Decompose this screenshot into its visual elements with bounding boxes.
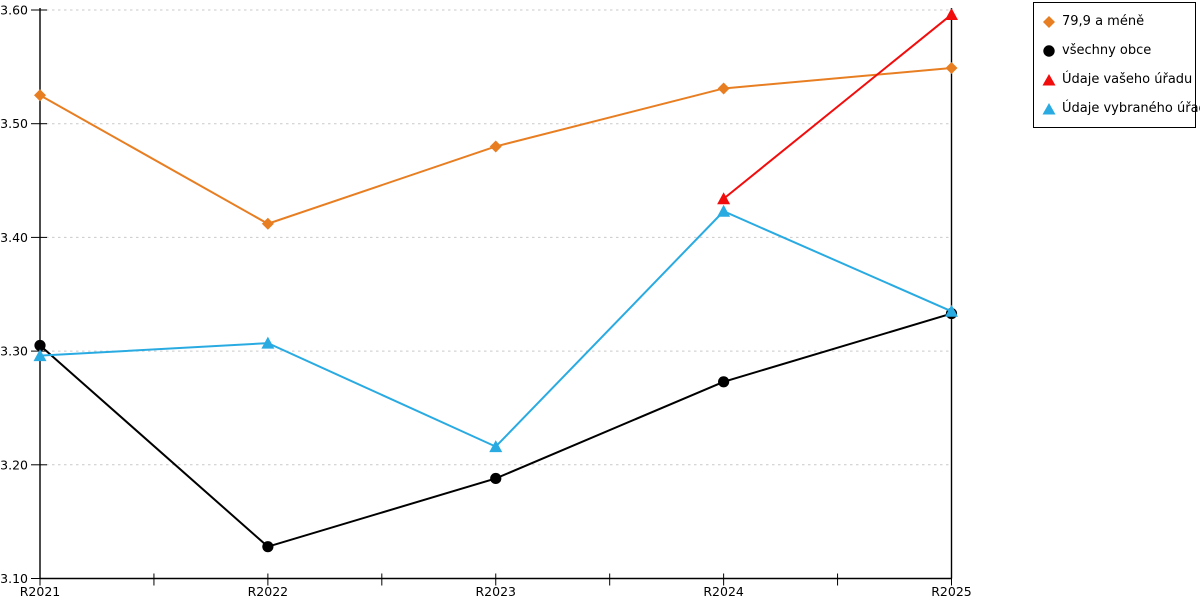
x-tick-label: R2024 <box>703 584 744 599</box>
legend: 79,9 a méně všechny obce Údaje vašeho úř… <box>1033 2 1200 128</box>
series-2 <box>717 8 958 205</box>
data-point-triangle <box>717 192 731 205</box>
x-tick-label: R2025 <box>931 584 972 599</box>
y-tick-label: 3.10 <box>0 571 28 586</box>
data-point-circle <box>490 472 502 485</box>
legend-item-79-9-a-mene: 79,9 a méně <box>1042 7 1191 36</box>
series-1 <box>34 307 958 553</box>
data-point-diamond <box>261 217 274 230</box>
x-tick-label: R2022 <box>248 584 289 599</box>
data-point-triangle <box>945 8 958 21</box>
triangle-icon <box>1042 73 1056 85</box>
legend-label: Údaje vybraného úřadu <box>1062 101 1200 116</box>
legend-label: Údaje vašeho úřadu <box>1062 72 1193 87</box>
data-point-diamond <box>34 89 46 102</box>
series-3 <box>33 204 958 453</box>
triangle-icon <box>1042 102 1056 114</box>
data-point-diamond <box>489 140 502 153</box>
y-tick-label: 3.50 <box>0 116 28 131</box>
series-line <box>39 210 952 448</box>
data-point-diamond <box>945 61 958 74</box>
gridlines <box>40 9 952 466</box>
x-tick-label: R2021 <box>20 584 61 599</box>
y-tick-label: 3.40 <box>0 230 28 245</box>
legend-item-vsechny-obce: všechny obce <box>1042 36 1191 65</box>
y-tick-label: 3.20 <box>0 457 28 472</box>
x-tick-label: R2023 <box>476 584 517 599</box>
legend-label: všechny obce <box>1062 43 1152 58</box>
data-point-triangle <box>33 349 47 362</box>
data-point-circle <box>718 376 730 388</box>
data-point-circle <box>34 339 46 352</box>
data-point-triangle <box>261 336 275 349</box>
data-point-circle <box>262 541 274 553</box>
data-point-triangle <box>717 204 731 217</box>
series-line <box>722 13 953 200</box>
diamond-icon <box>1043 15 1055 28</box>
data-point-triangle <box>945 304 958 317</box>
data-point-triangle <box>489 440 503 453</box>
circle-icon <box>1043 44 1055 57</box>
y-tick-label: 3.60 <box>0 3 28 18</box>
legend-item-udaje-vybraneho-uradu: Údaje vybraného úřadu <box>1042 94 1200 123</box>
y-tick-label: 3.30 <box>0 344 28 359</box>
legend-item-udaje-vaseho-uradu: Údaje vašeho úřadu <box>1042 65 1193 94</box>
legend-label: 79,9 a méně <box>1062 14 1145 29</box>
series-0 <box>34 61 958 230</box>
data-point-diamond <box>717 82 730 95</box>
